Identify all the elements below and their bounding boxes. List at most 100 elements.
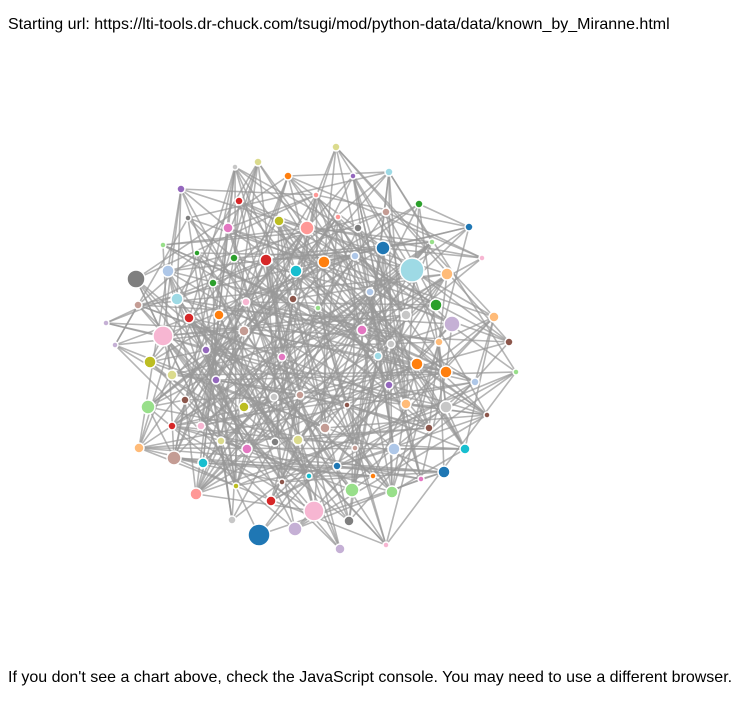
- graph-node[interactable]: [238, 401, 250, 413]
- graph-node[interactable]: [429, 298, 443, 312]
- graph-node[interactable]: [278, 478, 286, 486]
- graph-node[interactable]: [424, 423, 434, 433]
- graph-node[interactable]: [365, 287, 375, 297]
- graph-node[interactable]: [439, 400, 453, 414]
- graph-node[interactable]: [353, 223, 363, 233]
- graph-node[interactable]: [166, 450, 182, 466]
- graph-node[interactable]: [265, 495, 277, 507]
- graph-node[interactable]: [222, 222, 234, 234]
- graph-node[interactable]: [349, 172, 357, 180]
- graph-node[interactable]: [161, 264, 175, 278]
- graph-node[interactable]: [269, 392, 279, 402]
- graph-node[interactable]: [464, 222, 474, 232]
- graph-node[interactable]: [305, 472, 313, 480]
- graph-node[interactable]: [196, 421, 206, 431]
- graph-node[interactable]: [189, 487, 203, 501]
- graph-node[interactable]: [193, 249, 201, 257]
- graph-node[interactable]: [238, 325, 250, 337]
- graph-node[interactable]: [170, 292, 184, 306]
- graph-node[interactable]: [483, 411, 491, 419]
- graph-node[interactable]: [381, 207, 391, 217]
- graph-node[interactable]: [332, 461, 342, 471]
- graph-node[interactable]: [180, 395, 190, 405]
- graph-node[interactable]: [234, 196, 244, 206]
- graph-node[interactable]: [227, 515, 237, 525]
- graph-node[interactable]: [277, 352, 287, 362]
- graph-node[interactable]: [176, 184, 186, 194]
- graph-node[interactable]: [434, 337, 444, 347]
- graph-node[interactable]: [343, 401, 351, 409]
- graph-node[interactable]: [387, 442, 401, 456]
- graph-node[interactable]: [241, 443, 253, 455]
- graph-node[interactable]: [231, 163, 239, 171]
- graph-node[interactable]: [211, 375, 221, 385]
- graph-node[interactable]: [273, 215, 285, 227]
- graph-node[interactable]: [213, 309, 225, 321]
- graph-node[interactable]: [312, 191, 320, 199]
- graph-node[interactable]: [512, 368, 520, 376]
- graph-node[interactable]: [382, 541, 390, 549]
- graph-node[interactable]: [439, 365, 453, 379]
- graph-node[interactable]: [197, 457, 209, 469]
- graph-node[interactable]: [428, 238, 436, 246]
- graph-node[interactable]: [314, 304, 322, 312]
- graph-node[interactable]: [414, 199, 424, 209]
- graph-node[interactable]: [343, 515, 355, 527]
- graph-node[interactable]: [400, 398, 412, 410]
- graph-node[interactable]: [216, 436, 226, 446]
- graph-node[interactable]: [295, 390, 305, 400]
- graph-node[interactable]: [166, 369, 178, 381]
- graph-node[interactable]: [303, 500, 325, 522]
- graph-node[interactable]: [283, 171, 293, 181]
- graph-node[interactable]: [344, 482, 360, 498]
- graph-node[interactable]: [351, 444, 359, 452]
- graph-node[interactable]: [259, 253, 273, 267]
- graph-node[interactable]: [369, 472, 377, 480]
- graph-node[interactable]: [400, 309, 412, 321]
- graph-node[interactable]: [133, 300, 143, 310]
- graph-node[interactable]: [143, 355, 157, 369]
- graph-node[interactable]: [470, 377, 480, 387]
- graph-node[interactable]: [102, 319, 110, 327]
- graph-node[interactable]: [288, 294, 298, 304]
- graph-node[interactable]: [350, 251, 360, 261]
- graph-node[interactable]: [385, 485, 399, 499]
- graph-node[interactable]: [331, 142, 341, 152]
- graph-node[interactable]: [399, 257, 425, 283]
- graph-node[interactable]: [417, 475, 425, 483]
- graph-node[interactable]: [270, 437, 280, 447]
- graph-node[interactable]: [410, 357, 424, 371]
- graph-node[interactable]: [126, 269, 146, 289]
- graph-node[interactable]: [183, 312, 195, 324]
- graph-node[interactable]: [299, 220, 315, 236]
- graph-node[interactable]: [229, 253, 239, 263]
- graph-node[interactable]: [167, 421, 177, 431]
- graph-node[interactable]: [386, 339, 396, 349]
- graph-node[interactable]: [289, 264, 303, 278]
- graph-node[interactable]: [111, 341, 119, 349]
- graph-node[interactable]: [140, 399, 156, 415]
- graph-node[interactable]: [440, 267, 454, 281]
- graph-node[interactable]: [159, 241, 167, 249]
- graph-node[interactable]: [201, 345, 211, 355]
- graph-node[interactable]: [287, 521, 303, 537]
- graph-node[interactable]: [373, 351, 383, 361]
- graph-node[interactable]: [384, 167, 394, 177]
- graph-node[interactable]: [384, 380, 394, 390]
- graph-node[interactable]: [152, 325, 174, 347]
- graph-node[interactable]: [459, 443, 471, 455]
- graph-node[interactable]: [437, 465, 451, 479]
- graph-node[interactable]: [292, 434, 304, 446]
- graph-node[interactable]: [232, 482, 240, 490]
- graph-node[interactable]: [133, 442, 145, 454]
- graph-node[interactable]: [253, 157, 263, 167]
- graph-node[interactable]: [334, 543, 346, 555]
- graph-node[interactable]: [247, 523, 271, 547]
- graph-node[interactable]: [375, 240, 391, 256]
- graph-node[interactable]: [443, 315, 461, 333]
- graph-node[interactable]: [334, 213, 342, 221]
- graph-node[interactable]: [356, 324, 368, 336]
- graph-node[interactable]: [504, 337, 514, 347]
- graph-node[interactable]: [208, 278, 218, 288]
- graph-node[interactable]: [317, 255, 331, 269]
